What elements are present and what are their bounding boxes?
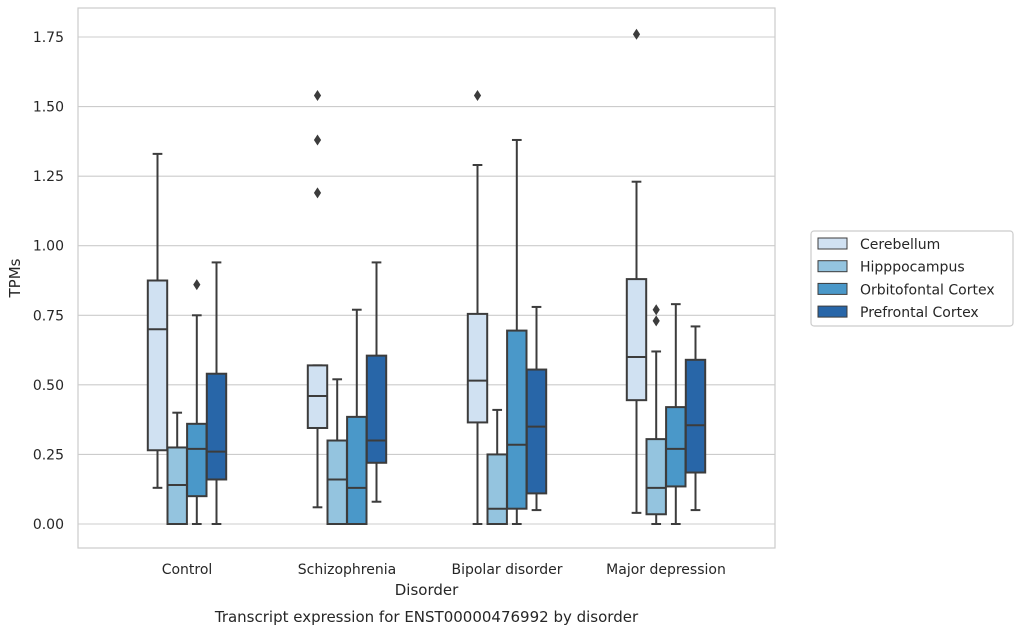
- legend-label: Cerebellum: [860, 237, 940, 253]
- box-orbitofontal-cortex: [346, 308, 368, 525]
- legend-swatch: [817, 305, 848, 318]
- outlier-point: [313, 89, 322, 101]
- legend-frame: [810, 230, 1014, 327]
- x-axis-label: Disorder: [395, 581, 459, 599]
- y-tick-label: 1.25: [33, 169, 64, 185]
- x-tick-label: Bipolar disorder: [451, 562, 562, 578]
- box-hipppocampus: [326, 378, 348, 525]
- legend-swatch: [817, 260, 848, 273]
- outlier-point: [313, 134, 322, 146]
- y-tick-labels: 0.00 0.25 0.50 0.75 1.00 1.25 1.50 1.75: [33, 30, 64, 533]
- box-plots: [146, 28, 707, 526]
- box-iqr: [205, 372, 228, 481]
- box-hipppocampus: [166, 411, 188, 526]
- box-iqr: [625, 278, 648, 402]
- outlier-point: [652, 304, 660, 316]
- y-tick-label: 1.75: [33, 30, 64, 46]
- legend-label: Prefrontal Cortex: [860, 305, 979, 321]
- box-iqr: [645, 438, 667, 516]
- chart-caption: Transcript expression for ENST0000047699…: [214, 608, 639, 626]
- box-orbitofontal-cortex: [665, 303, 687, 525]
- outlier-point: [652, 315, 660, 327]
- box-iqr: [466, 312, 489, 424]
- box-hipppocampus: [486, 408, 508, 525]
- legend-label: Hipppocampus: [860, 260, 965, 276]
- box-iqr: [365, 354, 388, 464]
- legend-swatch: [817, 282, 848, 295]
- x-tick-label: Control: [162, 562, 213, 578]
- y-tick-label: 0.50: [33, 378, 64, 394]
- box-orbitofontal-cortex: [506, 138, 528, 525]
- outlier-point: [632, 28, 641, 40]
- box-prefrontal-cortex: [525, 305, 548, 512]
- legend-swatch: [817, 237, 848, 250]
- box-iqr: [186, 422, 208, 498]
- y-tick-label: 1.00: [33, 239, 64, 255]
- x-tick-labels: Control Schizophrenia Bipolar disorder Majo…: [162, 562, 726, 578]
- legend-label: Orbitofontal Cortex: [860, 282, 995, 298]
- box-iqr: [525, 368, 548, 495]
- outlier-point: [473, 89, 482, 101]
- box-iqr: [146, 279, 169, 452]
- box-prefrontal-cortex: [684, 325, 707, 512]
- outlier-point: [193, 279, 201, 291]
- y-tick-label: 0.25: [33, 447, 64, 463]
- box-prefrontal-cortex: [205, 261, 228, 525]
- legend: Cerebellum Hipppocampus Orbitofontal Corte…: [810, 230, 1014, 327]
- box-iqr: [326, 439, 348, 525]
- y-axis-label: TPMs: [6, 258, 24, 298]
- box-hipppocampus: [645, 304, 667, 525]
- box-prefrontal-cortex: [365, 261, 388, 503]
- box-cerebellum: [625, 28, 648, 514]
- box-cerebellum: [146, 152, 169, 489]
- y-tick-label: 0.00: [33, 517, 64, 533]
- box-iqr: [684, 358, 707, 474]
- x-tick-label: Schizophrenia: [298, 562, 396, 578]
- box-cerebellum: [466, 89, 489, 525]
- box-iqr: [665, 406, 687, 488]
- box-orbitofontal-cortex: [186, 279, 208, 525]
- outlier-point: [313, 187, 322, 199]
- y-tick-label: 0.75: [33, 308, 64, 324]
- box-iqr: [346, 415, 368, 525]
- box-iqr: [506, 329, 528, 510]
- box-iqr: [486, 453, 508, 525]
- x-tick-label: Major depression: [606, 562, 726, 578]
- box-cerebellum: [306, 89, 329, 509]
- y-tick-label: 1.50: [33, 100, 64, 116]
- plot-area-frame: [77, 7, 776, 549]
